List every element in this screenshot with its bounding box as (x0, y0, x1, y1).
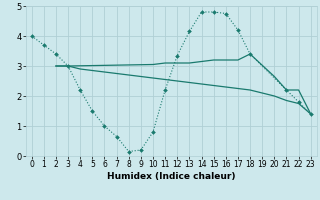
X-axis label: Humidex (Indice chaleur): Humidex (Indice chaleur) (107, 172, 236, 181)
